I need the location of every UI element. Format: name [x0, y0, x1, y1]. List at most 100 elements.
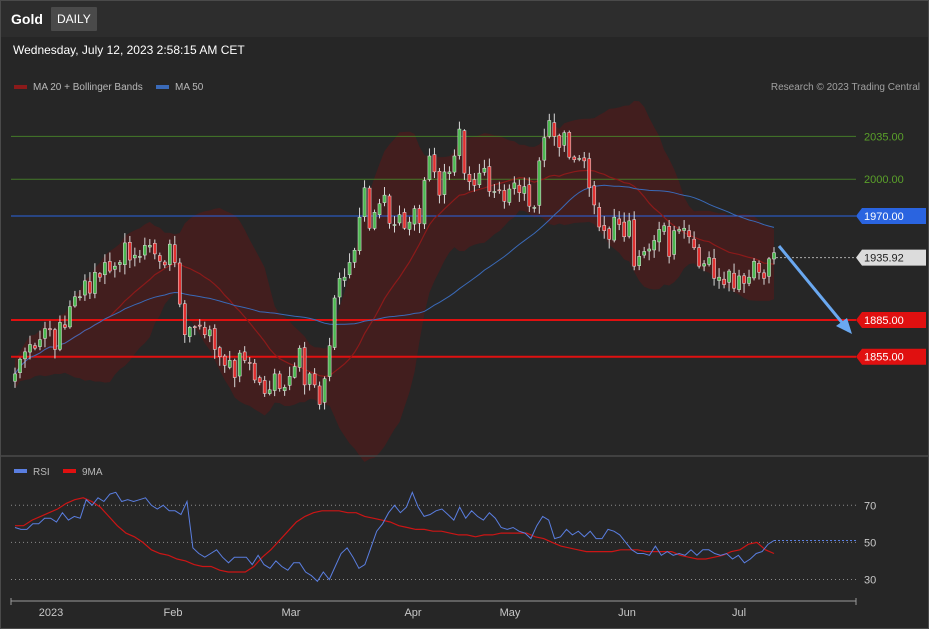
asset-title: Gold: [11, 11, 43, 27]
bullish-candle: [357, 216, 362, 251]
bearish-candle: [437, 171, 442, 196]
bullish-candle: [427, 155, 432, 180]
bullish-candle: [442, 171, 447, 195]
bullish-candle: [23, 351, 27, 360]
bullish-candle: [717, 276, 721, 281]
rsi-level-label: 30: [864, 574, 876, 586]
ma50-legend-swatch: [156, 85, 169, 89]
time-axis-label: Jul: [732, 607, 746, 619]
time-axis-label: Feb: [164, 607, 183, 619]
bullish-candle: [532, 207, 537, 209]
bullish-candle: [143, 245, 147, 256]
bullish-candle: [133, 254, 137, 259]
bullish-candle: [407, 221, 412, 230]
ma50-line: [14, 184, 775, 375]
bullish-candle: [38, 339, 42, 347]
bearish-candle: [232, 360, 237, 378]
price-panel: 2035.00 2000.00 1970.00 1935.92 1885.00 1855.…: [11, 100, 926, 463]
bearish-candle: [602, 225, 607, 231]
bearish-candle: [277, 373, 282, 389]
bullish-candle: [537, 160, 542, 206]
chart-timestamp: Wednesday, July 12, 2023 2:58:15 AM CET: [13, 43, 245, 57]
bearish-candle: [63, 324, 67, 328]
rsi-panel: 70 50 30: [11, 490, 876, 586]
bullish-candle: [138, 256, 142, 258]
bearish-candle: [192, 326, 197, 328]
bullish-candle: [83, 280, 87, 296]
bullish-candle: [337, 278, 342, 298]
bearish-candle: [108, 261, 112, 272]
candles: [13, 113, 776, 410]
bullish-candle: [372, 212, 377, 229]
bullish-candle: [657, 229, 661, 243]
bullish-candle: [167, 243, 172, 265]
bullish-candle: [412, 208, 417, 225]
bearish-candle: [667, 226, 671, 257]
bearish-candle: [432, 154, 437, 173]
pivot-level-tag: [856, 207, 926, 224]
bullish-candle: [752, 261, 756, 279]
bullish-candle: [547, 120, 552, 137]
time-axis-label: Mar: [282, 607, 301, 619]
bullish-candle: [78, 296, 82, 299]
bullish-candle: [397, 214, 402, 224]
bullish-candle: [287, 376, 292, 386]
bearish-candle: [367, 187, 372, 229]
bullish-candle: [322, 378, 327, 403]
bullish-candle: [522, 186, 527, 194]
support-level-label: 1885.00: [864, 315, 904, 327]
bullish-candle: [492, 191, 497, 193]
bullish-candle: [267, 389, 272, 394]
bearish-candle: [158, 255, 162, 262]
rsi-reference-lines: 70 50 30: [11, 500, 876, 586]
bullish-candle: [93, 272, 97, 294]
bullish-candle: [542, 137, 547, 161]
ma20-line: [14, 169, 775, 378]
bullish-candle: [662, 225, 666, 232]
bearish-candle: [212, 328, 217, 350]
bearish-candle: [163, 261, 167, 266]
bullish-candle: [512, 182, 517, 189]
bullish-candle: [18, 358, 22, 373]
bullish-candle: [58, 322, 62, 350]
bearish-candle: [622, 221, 626, 238]
bearish-candle: [487, 166, 492, 192]
bullish-candle: [707, 257, 711, 265]
bearish-candle: [247, 362, 252, 364]
ma20-legend-swatch: [14, 85, 27, 89]
bearish-candle: [552, 122, 557, 137]
bullish-candle: [43, 328, 47, 339]
rsi-legend: RSI 9MA: [14, 467, 103, 478]
bearish-candle: [592, 185, 597, 206]
support-level-tag: [856, 348, 926, 365]
bullish-candle: [347, 262, 352, 276]
bearish-candle: [757, 262, 761, 273]
bearish-candle: [697, 247, 701, 267]
bearish-candle: [182, 303, 187, 335]
bearish-candle: [472, 179, 477, 186]
bullish-candle: [382, 194, 387, 203]
bearish-candle: [632, 219, 636, 267]
level-labels: 2035.00 2000.00 1970.00 1935.92 1885.00 1855.…: [856, 131, 926, 365]
bullish-candle: [452, 155, 457, 173]
bearish-candle: [572, 156, 577, 160]
bullish-candle: [612, 216, 617, 241]
bullish-candle: [342, 276, 347, 281]
timeframe-tab[interactable]: DAILY: [51, 7, 97, 31]
bearish-candle: [153, 243, 157, 255]
bullish-candle: [377, 203, 382, 215]
bullish-candle: [68, 306, 72, 328]
bullish-candle: [148, 245, 152, 248]
bearish-candle: [687, 230, 691, 238]
bearish-candle: [302, 347, 307, 386]
bullish-candle: [457, 128, 462, 156]
bearish-candle: [242, 351, 247, 361]
bearish-candle: [402, 212, 407, 229]
support-level-tag: [856, 312, 926, 329]
chart-header: Gold DAILY: [1, 1, 928, 37]
bullish-candle: [642, 251, 646, 256]
rsi-ma-legend-swatch: [63, 469, 76, 473]
research-credit: Research © 2023 Trading Central: [771, 82, 920, 93]
bearish-candle: [98, 273, 102, 278]
